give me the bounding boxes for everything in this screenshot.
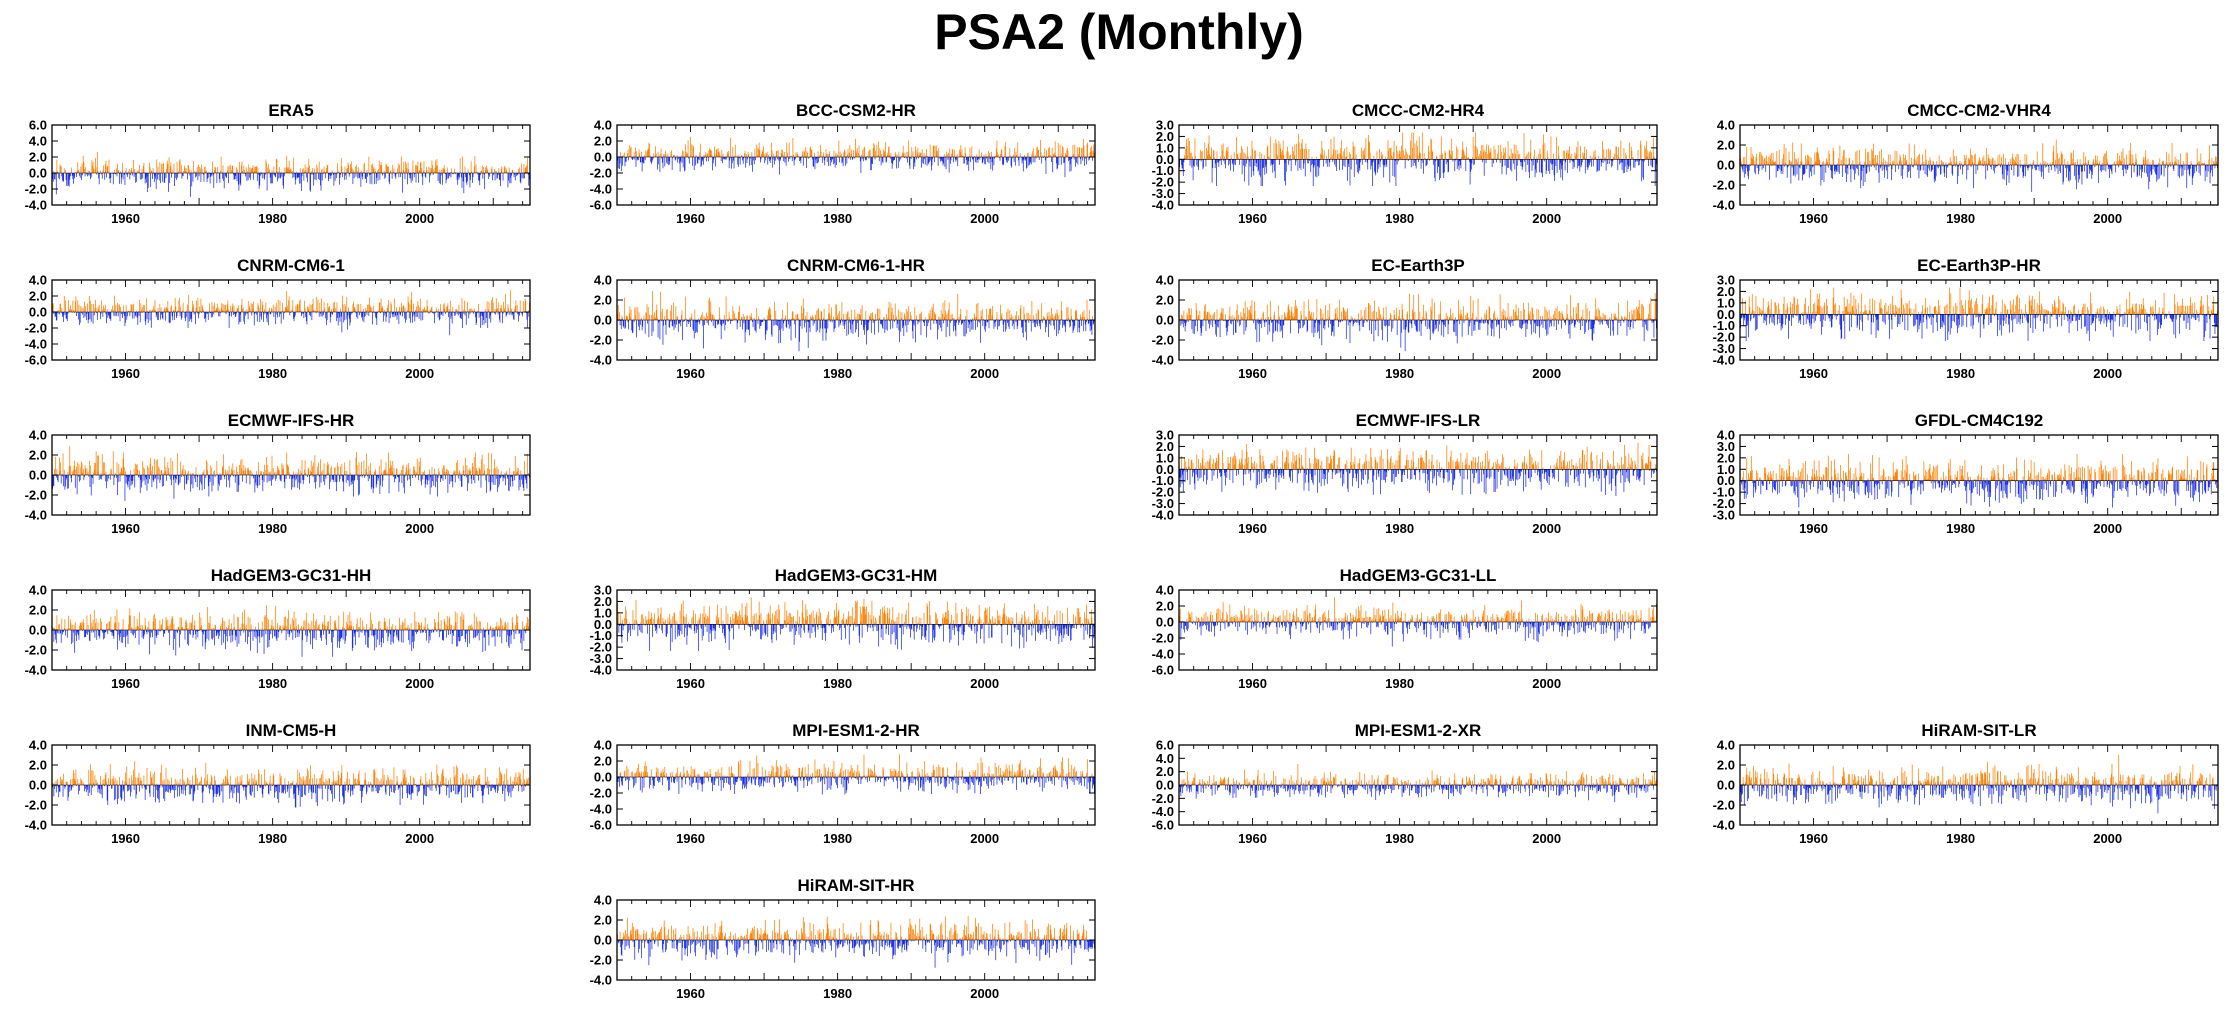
y-tick-label: -2.0 [25, 321, 47, 336]
y-tick-label: -3.0 [1152, 186, 1174, 201]
y-tick-label: -4.0 [1713, 198, 1735, 213]
y-tick-label: -6.0 [590, 198, 612, 213]
x-tick-label: 2000 [970, 211, 999, 226]
bar-chart: BCC-CSM2-HR 4.02.00.0-2.0-4.0-6.0 1960 1980… [590, 101, 1096, 226]
panel-title: CNRM-CM6-1-HR [787, 256, 925, 275]
panel-title: ERA5 [268, 101, 313, 120]
anomaly-bars [51, 290, 530, 336]
panel-era5: ERA5 6.0 4.0 2.0 0.0 -2.0 -4.0 1960 1980 2000 [0, 95, 540, 233]
plot-frame [51, 124, 531, 206]
y-tick-label: -4.0 [25, 337, 47, 352]
y-tick-label: -2.0 [1152, 175, 1174, 190]
y-tick-label: 0.0 [1156, 152, 1174, 167]
y-tick-label: 0.0 [1717, 158, 1735, 173]
x-tick-label: 1980 [258, 366, 287, 381]
panel-title: BCC-CSM2-HR [796, 101, 916, 120]
plot-frame [616, 124, 1096, 206]
x-tick-label: 1960 [1238, 211, 1267, 226]
x-tick-label: 2000 [405, 366, 434, 381]
bar-chart: ERA5 6.04.02.00.0-2.0-4.0 1960 1980 2000 [25, 101, 531, 226]
plot-frame [51, 279, 531, 361]
anomaly-bars [1178, 132, 1657, 187]
panel-title: CNRM-CM6-1 [237, 256, 345, 275]
x-tick-label: 1980 [258, 211, 287, 226]
x-tick-label: 2000 [1532, 211, 1561, 226]
y-tick-label: -2.0 [1713, 178, 1735, 193]
anomaly-bars [616, 291, 1095, 352]
y-tick-label: 2.0 [594, 134, 612, 149]
x-tick-label: 1980 [823, 211, 852, 226]
y-tick-label: 4.0 [29, 273, 47, 288]
y-tick-label: -6.0 [25, 353, 47, 368]
panel-bcc-csm2-hr: BCC-CSM2-HR 4.0 2.0 0.0 -2.0 -4.0 -6.0 1960 1980… [565, 95, 1105, 233]
bar-chart: CMCC-CM2-HR4 3.02.01.00.0-1.0-2.0-3.0-4.0… [1152, 101, 1658, 226]
y-tick-label: 6.0 [29, 118, 47, 133]
x-tick-label: 1960 [1799, 211, 1828, 226]
y-tick-label: 2.0 [29, 150, 47, 165]
x-tick-label: 1980 [1946, 211, 1975, 226]
panel-cmcc-cm2-hr4: CMCC-CM2-HR4 3.0 2.0 1.0 0.0 -1.0 -2.0 -3.0 -4.0… [1127, 95, 1667, 233]
anomaly-bars [51, 152, 530, 197]
x-tick-label: 1960 [676, 211, 705, 226]
x-tick-label: 2000 [405, 211, 434, 226]
y-tick-label: 1.0 [1156, 140, 1174, 155]
panel-cnrm-cm6-1: CNRM-CM6-1 4.0 2.0 0.0 -2.0 -4.0 -6.0 1960 1980 2… [0, 250, 540, 388]
y-tick-label: 4.0 [594, 118, 612, 133]
y-tick-label: 2.0 [1717, 138, 1735, 153]
x-tick-label: 1960 [111, 211, 140, 226]
x-tick-label: 2000 [2093, 211, 2122, 226]
y-tick-label: 4.0 [1717, 118, 1735, 133]
panel-title: CMCC-CM2-HR4 [1352, 101, 1485, 120]
figure-title: PSA2 (Monthly) [934, 4, 1304, 60]
y-tick-label: -2.0 [25, 182, 47, 197]
x-tick-label: 1960 [111, 366, 140, 381]
y-tick-label: -1.0 [1152, 163, 1174, 178]
y-tick-label: 3.0 [1156, 118, 1174, 133]
y-tick-label: 0.0 [594, 150, 612, 165]
panel-cnrm-cm6-1-hr: CNRM-CM6-1-HR 4.0 2.0 0.0 -2.0 -4.0 1960 1980 20… [565, 250, 1105, 388]
anomaly-bars [1739, 139, 2218, 192]
y-tick-label: 2.0 [1156, 129, 1174, 144]
plot-frame [1178, 124, 1658, 206]
y-tick-label: 2.0 [29, 289, 47, 304]
anomaly-bars [616, 136, 1095, 178]
y-tick-label: 0.0 [29, 166, 47, 181]
y-tick-label: -4.0 [1152, 198, 1174, 213]
x-tick-label: 1980 [1385, 211, 1414, 226]
y-tick-label: 4.0 [29, 134, 47, 149]
y-tick-label: -4.0 [25, 198, 47, 213]
y-tick-label: 0.0 [29, 305, 47, 320]
y-tick-label: -2.0 [590, 166, 612, 181]
bar-chart: CMCC-CM2-VHR4 4.0 2.0 0.0 -2.0 -4.0 1960 1980 20… [1713, 101, 2219, 226]
y-tick-label: -4.0 [590, 182, 612, 197]
bar-chart: CNRM-CM6-1 4.02.00.0-2.0-4.0-6.0 1960 1980 2… [25, 256, 531, 381]
panel-cmcc-cm2-vhr4: CMCC-CM2-VHR4 4.0 2.0 0.0 -2.0 -4.0 1960 1980 20… [1688, 95, 2228, 233]
panel-title: CMCC-CM2-VHR4 [1907, 101, 2051, 120]
